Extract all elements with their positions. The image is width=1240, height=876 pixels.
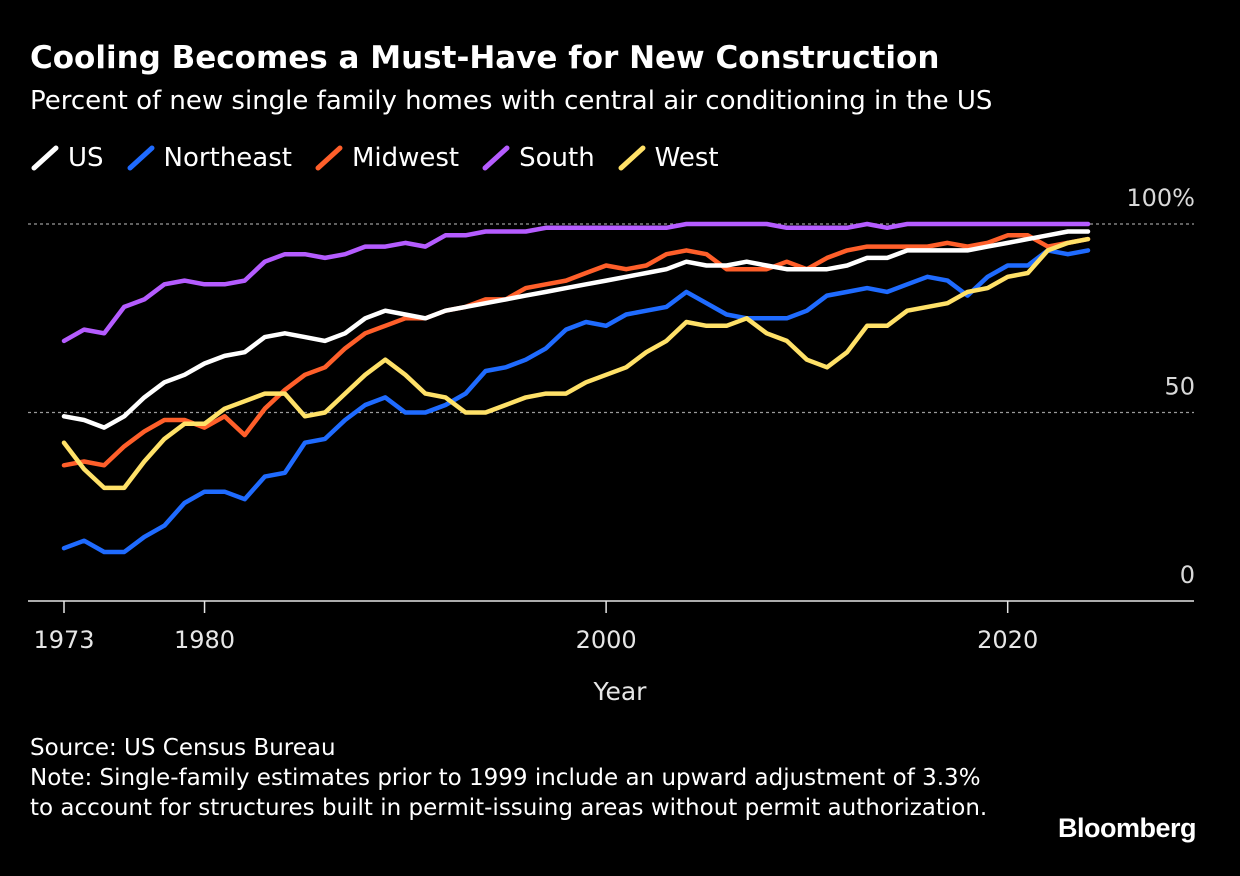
series-line-midwest <box>61 233 1091 468</box>
legend-swatch-icon <box>618 145 646 171</box>
methodology-note: Note: Single-family estimates prior to 1… <box>30 765 988 821</box>
legend-label: US <box>68 143 104 173</box>
bloomberg-logo: Bloomberg <box>1058 813 1197 843</box>
y-tick-label: 50 <box>1164 373 1195 401</box>
chart-footer: Source: US Census Bureau Note: Single-fa… <box>30 733 990 823</box>
legend-label: Midwest <box>351 143 460 173</box>
legend-swatch-icon <box>127 145 155 171</box>
legend-swatch-icon <box>482 145 510 171</box>
series-line-west <box>61 236 1091 491</box>
legend-label: West <box>654 143 719 173</box>
chart-title: Cooling Becomes a Must-Have for New Cons… <box>30 40 940 76</box>
legend-item-us: US <box>30 142 104 174</box>
legend-swatch-icon <box>31 145 59 171</box>
chart-legend: US Northeast Midwest South West <box>30 141 741 175</box>
y-tick-label: 0 <box>1180 561 1195 589</box>
x-tick-label: 2000 <box>576 626 637 654</box>
x-tick-label: 1980 <box>174 626 235 654</box>
x-axis-title: Year <box>593 677 648 706</box>
legend-label: South <box>519 143 595 173</box>
legend-item-west: West <box>617 142 719 174</box>
chart-subtitle: Percent of new single family homes with … <box>30 86 993 116</box>
x-tick-label: 2020 <box>977 626 1038 654</box>
legend-item-northeast: Northeast <box>126 142 292 174</box>
series-line-south <box>61 221 1091 344</box>
legend-label: Northeast <box>163 143 292 173</box>
y-tick-label: 100% <box>1126 184 1195 212</box>
legend-item-south: South <box>481 142 595 174</box>
legend-swatch-icon <box>315 145 343 171</box>
series-line-us <box>61 229 1091 430</box>
legend-item-midwest: Midwest <box>314 142 459 174</box>
x-tick-label: 1973 <box>33 626 94 654</box>
series-line-northeast <box>61 248 1091 555</box>
source-note: Source: US Census Bureau <box>30 735 336 761</box>
